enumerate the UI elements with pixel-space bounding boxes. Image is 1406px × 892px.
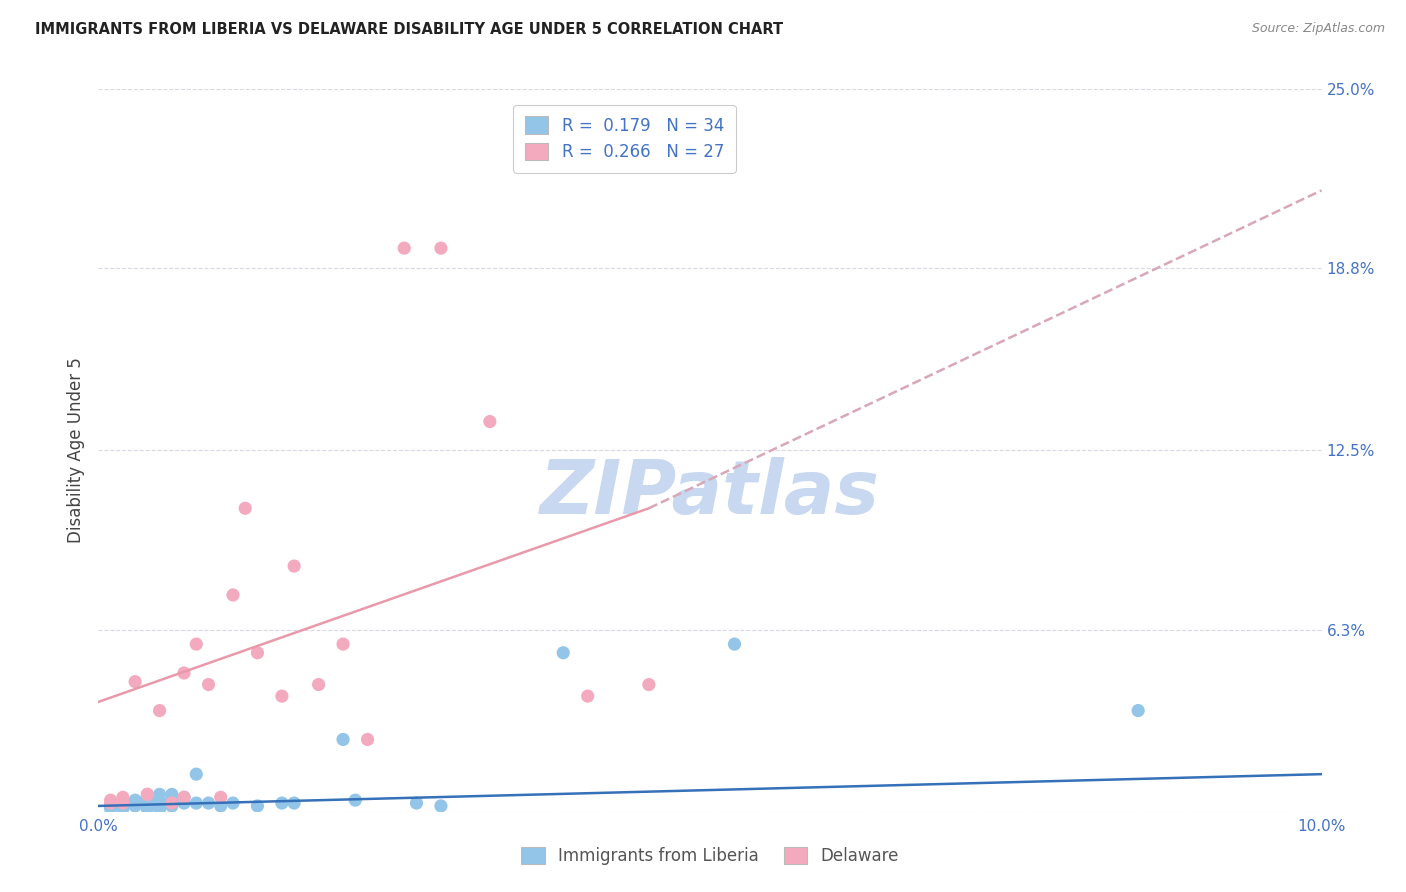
Point <box>124 796 146 810</box>
Point <box>430 799 453 814</box>
Point <box>246 646 269 660</box>
Point <box>149 802 172 816</box>
Point <box>308 677 330 691</box>
Text: ZIPatlas: ZIPatlas <box>540 458 880 531</box>
Point <box>553 646 575 660</box>
Point <box>637 677 661 691</box>
Point <box>149 788 172 802</box>
Point <box>246 799 269 814</box>
Point <box>332 637 354 651</box>
Point <box>160 796 183 810</box>
Point <box>270 796 292 810</box>
Point <box>111 802 134 816</box>
Point <box>283 559 305 574</box>
Point <box>209 799 232 814</box>
Point <box>111 790 134 805</box>
Point <box>1128 704 1150 718</box>
Point <box>136 788 159 802</box>
Point <box>149 793 172 807</box>
Text: Source: ZipAtlas.com: Source: ZipAtlas.com <box>1251 22 1385 36</box>
Point <box>173 796 195 810</box>
Point <box>430 241 453 255</box>
Point <box>149 799 172 814</box>
Point <box>160 799 183 814</box>
Point <box>356 732 378 747</box>
Point <box>173 790 195 805</box>
Y-axis label: Disability Age Under 5: Disability Age Under 5 <box>66 358 84 543</box>
Point <box>124 674 146 689</box>
Point <box>332 732 354 747</box>
Point <box>173 665 195 680</box>
Point <box>100 796 122 810</box>
Point <box>100 793 122 807</box>
Legend: Immigrants from Liberia, Delaware: Immigrants from Liberia, Delaware <box>515 840 905 872</box>
Point <box>136 790 159 805</box>
Point <box>576 689 599 703</box>
Point <box>186 796 208 810</box>
Point <box>197 796 219 810</box>
Point <box>270 689 292 703</box>
Point <box>222 796 245 810</box>
Point <box>100 802 122 816</box>
Point <box>186 767 208 781</box>
Point <box>344 793 367 807</box>
Point <box>233 501 256 516</box>
Point <box>149 704 172 718</box>
Point <box>405 796 427 810</box>
Point <box>173 790 195 805</box>
Point <box>392 241 416 255</box>
Point <box>136 802 159 816</box>
Point <box>186 637 208 651</box>
Point <box>136 788 159 802</box>
Point <box>124 793 146 807</box>
Point <box>136 796 159 810</box>
Point <box>160 793 183 807</box>
Point <box>100 799 122 814</box>
Point <box>111 796 134 810</box>
Point <box>222 588 245 602</box>
Point <box>209 790 232 805</box>
Point <box>283 796 305 810</box>
Point <box>111 796 134 810</box>
Point <box>124 799 146 814</box>
Point <box>160 788 183 802</box>
Point <box>723 637 745 651</box>
Point <box>197 677 219 691</box>
Point <box>478 415 501 429</box>
Text: IMMIGRANTS FROM LIBERIA VS DELAWARE DISABILITY AGE UNDER 5 CORRELATION CHART: IMMIGRANTS FROM LIBERIA VS DELAWARE DISA… <box>35 22 783 37</box>
